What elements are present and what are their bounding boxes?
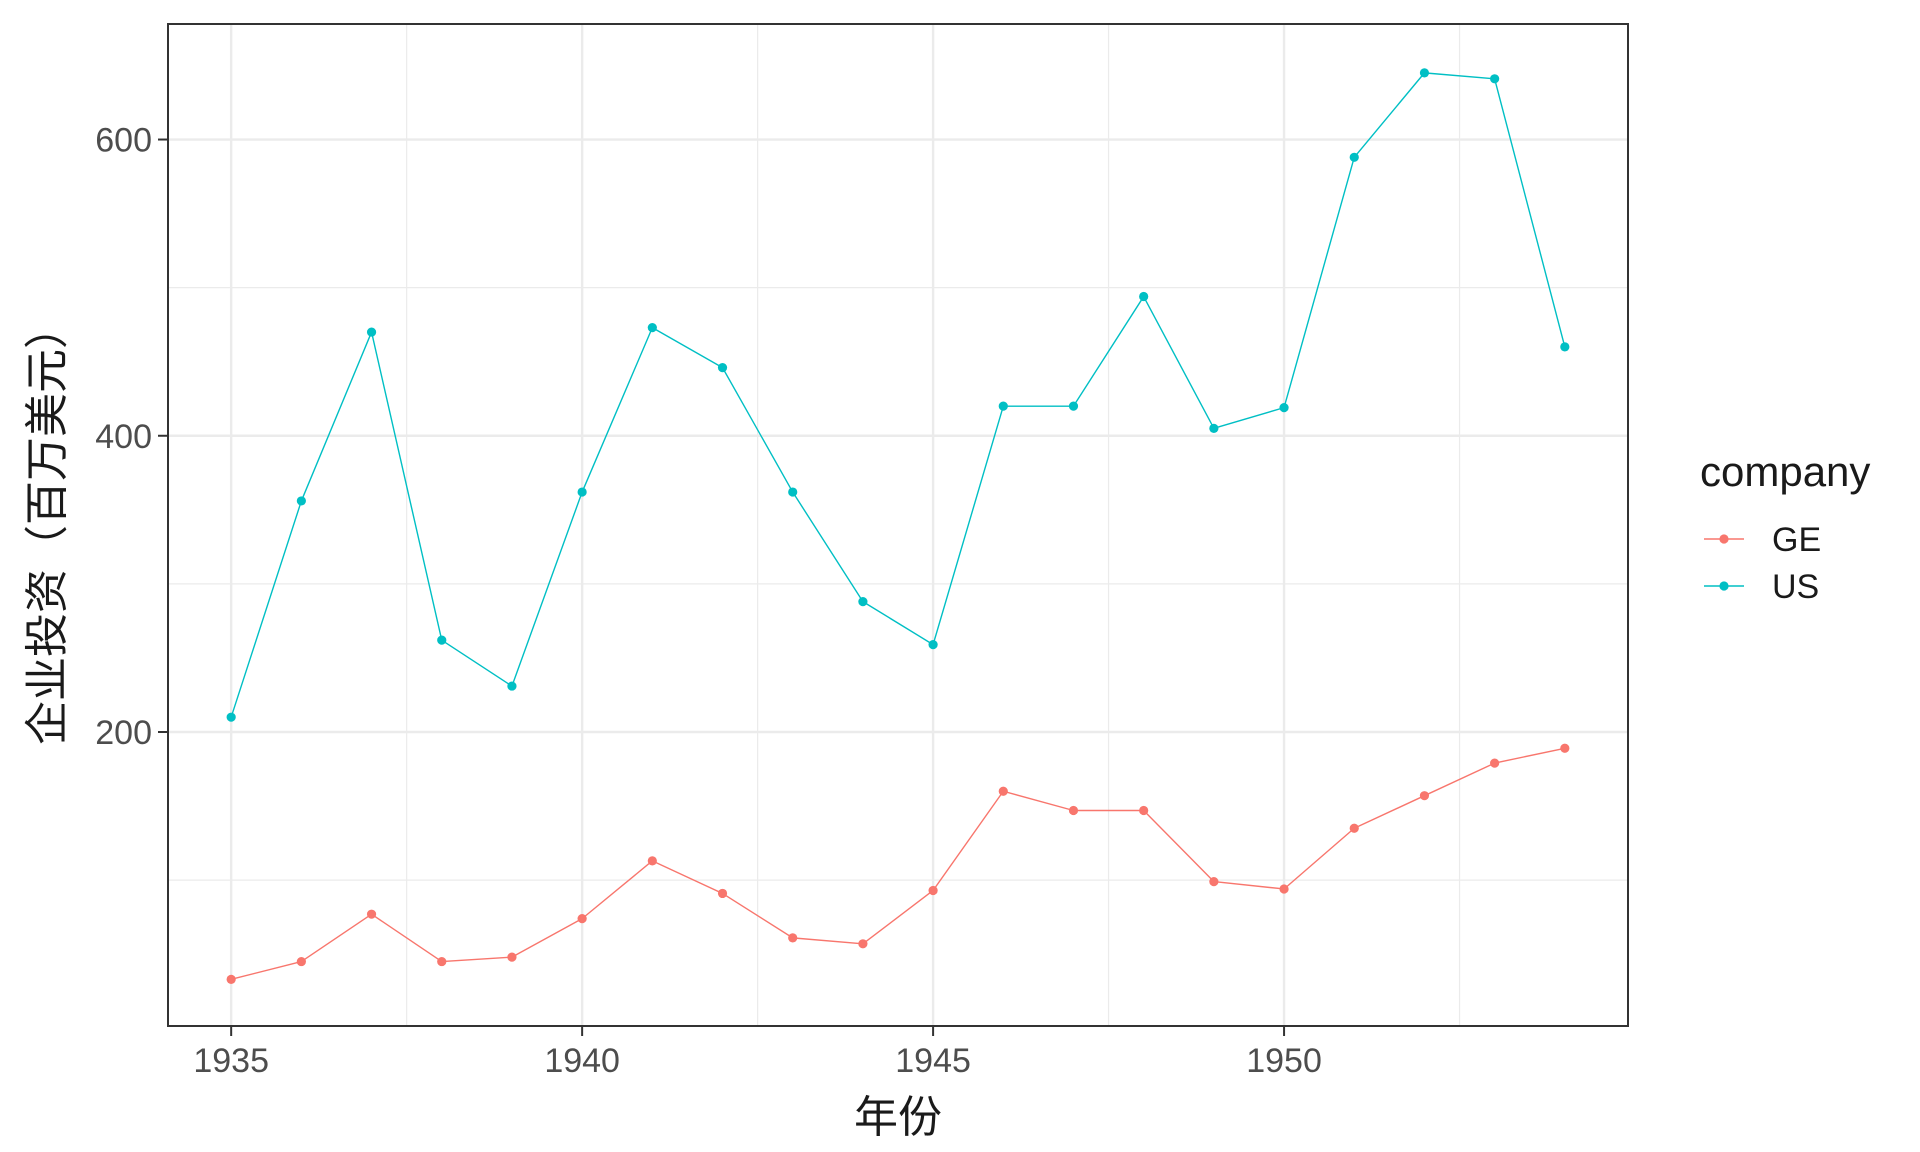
legend-item-ge: GE (1704, 521, 1821, 559)
x-tick-label: 1945 (895, 1042, 971, 1080)
data-point-us (717, 363, 728, 373)
data-point-ge (1490, 758, 1500, 768)
series-line-us (230, 72, 1566, 718)
legend-title: company (1700, 448, 1870, 495)
data-point-ge (858, 939, 868, 949)
series-ge (226, 743, 1570, 984)
y-tick-label: 200 (95, 714, 152, 752)
legend-label: US (1772, 568, 1819, 606)
legend: company GE US (1700, 448, 1870, 606)
legend-item-us: US (1704, 568, 1819, 606)
data-point-us (1560, 342, 1570, 352)
data-point-ge (1139, 805, 1149, 816)
legend-key-point (1719, 534, 1729, 544)
legend-key-point (1719, 581, 1729, 591)
data-point-us (647, 323, 657, 333)
data-point-ge (577, 914, 587, 924)
data-point-us (226, 712, 236, 722)
data-point-ge (1419, 791, 1430, 801)
series-us (226, 68, 1570, 722)
data-point-us (1419, 68, 1430, 78)
data-point-ge (437, 956, 447, 967)
data-point-us (296, 496, 306, 506)
data-point-ge (1209, 876, 1219, 887)
grid-major (168, 24, 1628, 1026)
data-point-us (1209, 423, 1219, 433)
data-point-ge (507, 952, 517, 962)
series-line-ge (230, 747, 1565, 981)
data-point-ge (998, 786, 1008, 796)
x-axis: 1935 1940 1945 1950 (193, 1026, 1322, 1080)
data-point-us (928, 640, 938, 650)
x-tick-label: 1940 (544, 1042, 620, 1080)
legend-label: GE (1772, 521, 1821, 559)
data-point-ge (296, 956, 306, 967)
data-point-us (1349, 152, 1359, 162)
x-tick-label: 1950 (1246, 1042, 1322, 1080)
grid-minor (168, 24, 1628, 1026)
data-point-ge (226, 974, 236, 984)
data-point-us (858, 597, 868, 607)
panel-border (167, 23, 1629, 1027)
panel-background (168, 24, 1628, 1026)
data-point-ge (1279, 884, 1289, 894)
series-layer (226, 68, 1570, 984)
y-tick-label: 400 (95, 418, 152, 456)
y-tick-label: 600 (95, 122, 152, 160)
data-point-ge (366, 909, 377, 919)
data-point-us (1490, 74, 1500, 84)
data-point-ge (647, 856, 657, 866)
x-axis-title: 年份 (854, 1092, 942, 1143)
data-point-us (366, 327, 377, 337)
data-point-us (788, 487, 798, 497)
data-point-ge (928, 885, 938, 896)
data-point-ge (1068, 805, 1079, 816)
data-point-ge (788, 933, 798, 943)
data-point-ge (717, 888, 728, 899)
data-point-ge (1349, 823, 1359, 833)
data-point-us (577, 487, 587, 497)
data-point-us (998, 401, 1008, 411)
data-point-us (437, 635, 447, 645)
y-axis-title: 企业投资（百万美元） (22, 305, 73, 745)
data-point-us (1068, 401, 1079, 411)
y-axis: 200 400 600 (95, 122, 168, 752)
data-point-ge (1560, 743, 1570, 753)
x-tick-label: 1935 (193, 1042, 269, 1080)
data-point-us (507, 681, 517, 691)
data-point-us (1139, 291, 1149, 302)
data-point-us (1279, 403, 1289, 413)
